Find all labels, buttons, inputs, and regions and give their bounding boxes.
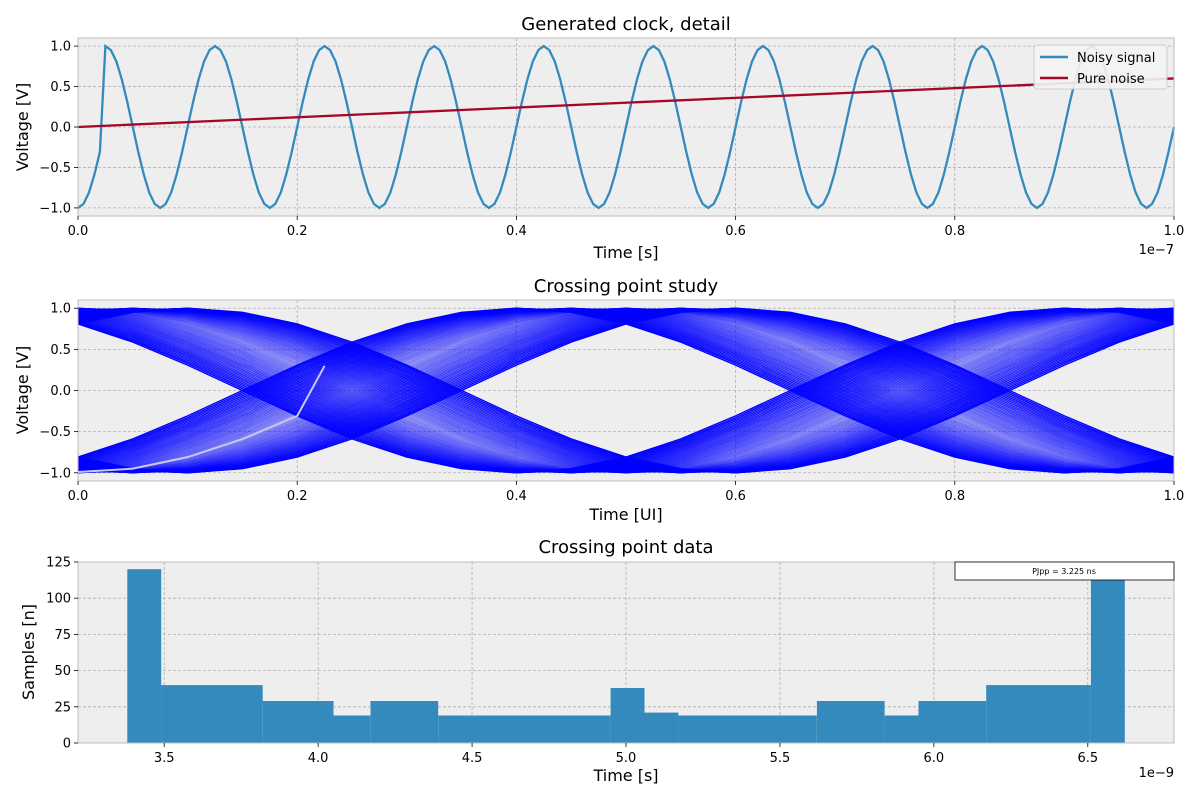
c1-y-tick-label: −1.0 — [39, 466, 71, 481]
histogram-bar — [127, 569, 162, 743]
x-axis-label-1: Time [s] — [592, 243, 658, 262]
c2-x-tick-label: 5.0 — [616, 751, 637, 766]
legend-label-noisy-signal: Noisy signal — [1077, 51, 1155, 66]
c2-x-tick-label: 5.5 — [770, 751, 791, 766]
legend: Noisy signal Pure noise — [1033, 44, 1168, 90]
histogram-bar — [161, 685, 263, 743]
crossing-trace — [77, 307, 1175, 474]
c1-y-tick-label: 0.5 — [50, 343, 71, 358]
c0-x-tick-label: 0.2 — [287, 224, 308, 239]
legend-label-pure-noise: Pure noise — [1077, 72, 1145, 87]
chart-title-1: Generated clock, detail — [521, 14, 730, 35]
histogram-bar — [918, 701, 987, 743]
histogram-bar — [262, 701, 334, 743]
crossing-trace — [77, 307, 1175, 474]
c0-x-tick-label: 1.0 — [1164, 224, 1185, 239]
x-axis-label-2: Time [UI] — [588, 505, 662, 524]
crossing-trace — [77, 307, 1175, 474]
crossing-trace — [77, 307, 1175, 474]
c2-x-tick-label: 6.0 — [924, 751, 945, 766]
c2-y-tick-label: 25 — [54, 700, 71, 715]
crossing-data-chart: 3.5 4.0 4.5 5.0 5.5 6.0 6.5 0 25 50 75 100 125 Cross… — [19, 537, 1175, 785]
c0-x-tick-label: 0.6 — [725, 224, 746, 239]
c1-x-tick-label: 0.2 — [287, 489, 308, 504]
x-axis-label-3: Time [s] — [592, 766, 658, 785]
c0-y-tick-label: −0.5 — [39, 161, 71, 176]
c0-y-tick-label: 1.0 — [50, 40, 71, 55]
y-axis-label-3: Samples [n] — [19, 604, 38, 700]
c2-y-tick-label: 125 — [46, 556, 71, 571]
crossing-study-chart: 0.0 0.2 0.4 0.6 0.8 1.0 −1.0 −0.5 0.0 0.5 1.0 Cros… — [13, 276, 1184, 524]
series-noisy-signal — [77, 43, 1176, 210]
c1-y-tick-label: −0.5 — [39, 425, 71, 440]
y-axis-label-1: Voltage [V] — [13, 83, 32, 172]
c2-y-tick-label: 50 — [54, 664, 71, 679]
c1-y-tick-label: 0.0 — [50, 384, 71, 399]
series-pure-noise — [77, 77, 1175, 129]
c1-x-tick-label: 0.8 — [944, 489, 965, 504]
c1-x-tick-label: 0.0 — [68, 489, 89, 504]
c0-y-tick-label: −1.0 — [39, 201, 71, 216]
c1-y-tick-label: 1.0 — [50, 302, 71, 317]
c2-y-tick-label: 100 — [46, 592, 71, 607]
crossing-trace — [77, 307, 1175, 474]
c0-x-tick-label: 0.8 — [944, 224, 965, 239]
clock-detail-chart: 0.0 0.2 0.4 0.6 0.8 1.0 −1.0 −0.5 0.0 0.5 1.0 Gene… — [13, 14, 1184, 262]
c0-y-tick-label: 0.0 — [50, 121, 71, 136]
c1-x-tick-label: 0.6 — [725, 489, 746, 504]
c0-x-tick-label: 0.0 — [68, 224, 89, 239]
crossing-trace — [77, 307, 1175, 474]
crossing-trace — [77, 307, 1175, 474]
histogram-bar — [678, 715, 817, 743]
c2-x-tick-label: 4.0 — [308, 751, 329, 766]
histogram-bar — [644, 712, 679, 743]
histogram-bar — [1090, 579, 1125, 743]
crossing-trace — [77, 307, 1175, 474]
c2-x-tick-label: 3.5 — [154, 751, 175, 766]
x-scale-label-3: 1e−9 — [1139, 766, 1174, 781]
histogram-bar — [438, 715, 611, 743]
c1-x-tick-label: 1.0 — [1164, 489, 1185, 504]
y-axis-label-2: Voltage [V] — [13, 346, 32, 435]
crossing-trace — [77, 307, 1175, 474]
histogram-bar — [884, 715, 919, 743]
histogram-bar — [370, 701, 439, 743]
annotation-text: PJpp = 3.225 ns — [1032, 567, 1096, 576]
c2-y-tick-label: 0 — [63, 737, 71, 752]
c2-x-tick-label: 6.5 — [1077, 751, 1098, 766]
histogram-bar — [610, 688, 645, 743]
c2-y-tick-label: 75 — [54, 628, 71, 643]
annotation-box — [954, 561, 1175, 581]
faint-trace — [77, 365, 326, 473]
c1-x-tick-label: 0.4 — [506, 489, 527, 504]
c2-x-tick-label: 4.5 — [462, 751, 483, 766]
c0-y-tick-label: 0.5 — [50, 80, 71, 95]
histogram-bar — [333, 715, 371, 743]
histogram-bar — [816, 701, 885, 743]
x-scale-label-1: 1e−7 — [1139, 243, 1174, 258]
chart-title-2: Crossing point study — [534, 276, 719, 297]
chart-title-3: Crossing point data — [538, 537, 713, 558]
histogram-bar — [986, 685, 1091, 743]
c0-x-tick-label: 0.4 — [506, 224, 527, 239]
